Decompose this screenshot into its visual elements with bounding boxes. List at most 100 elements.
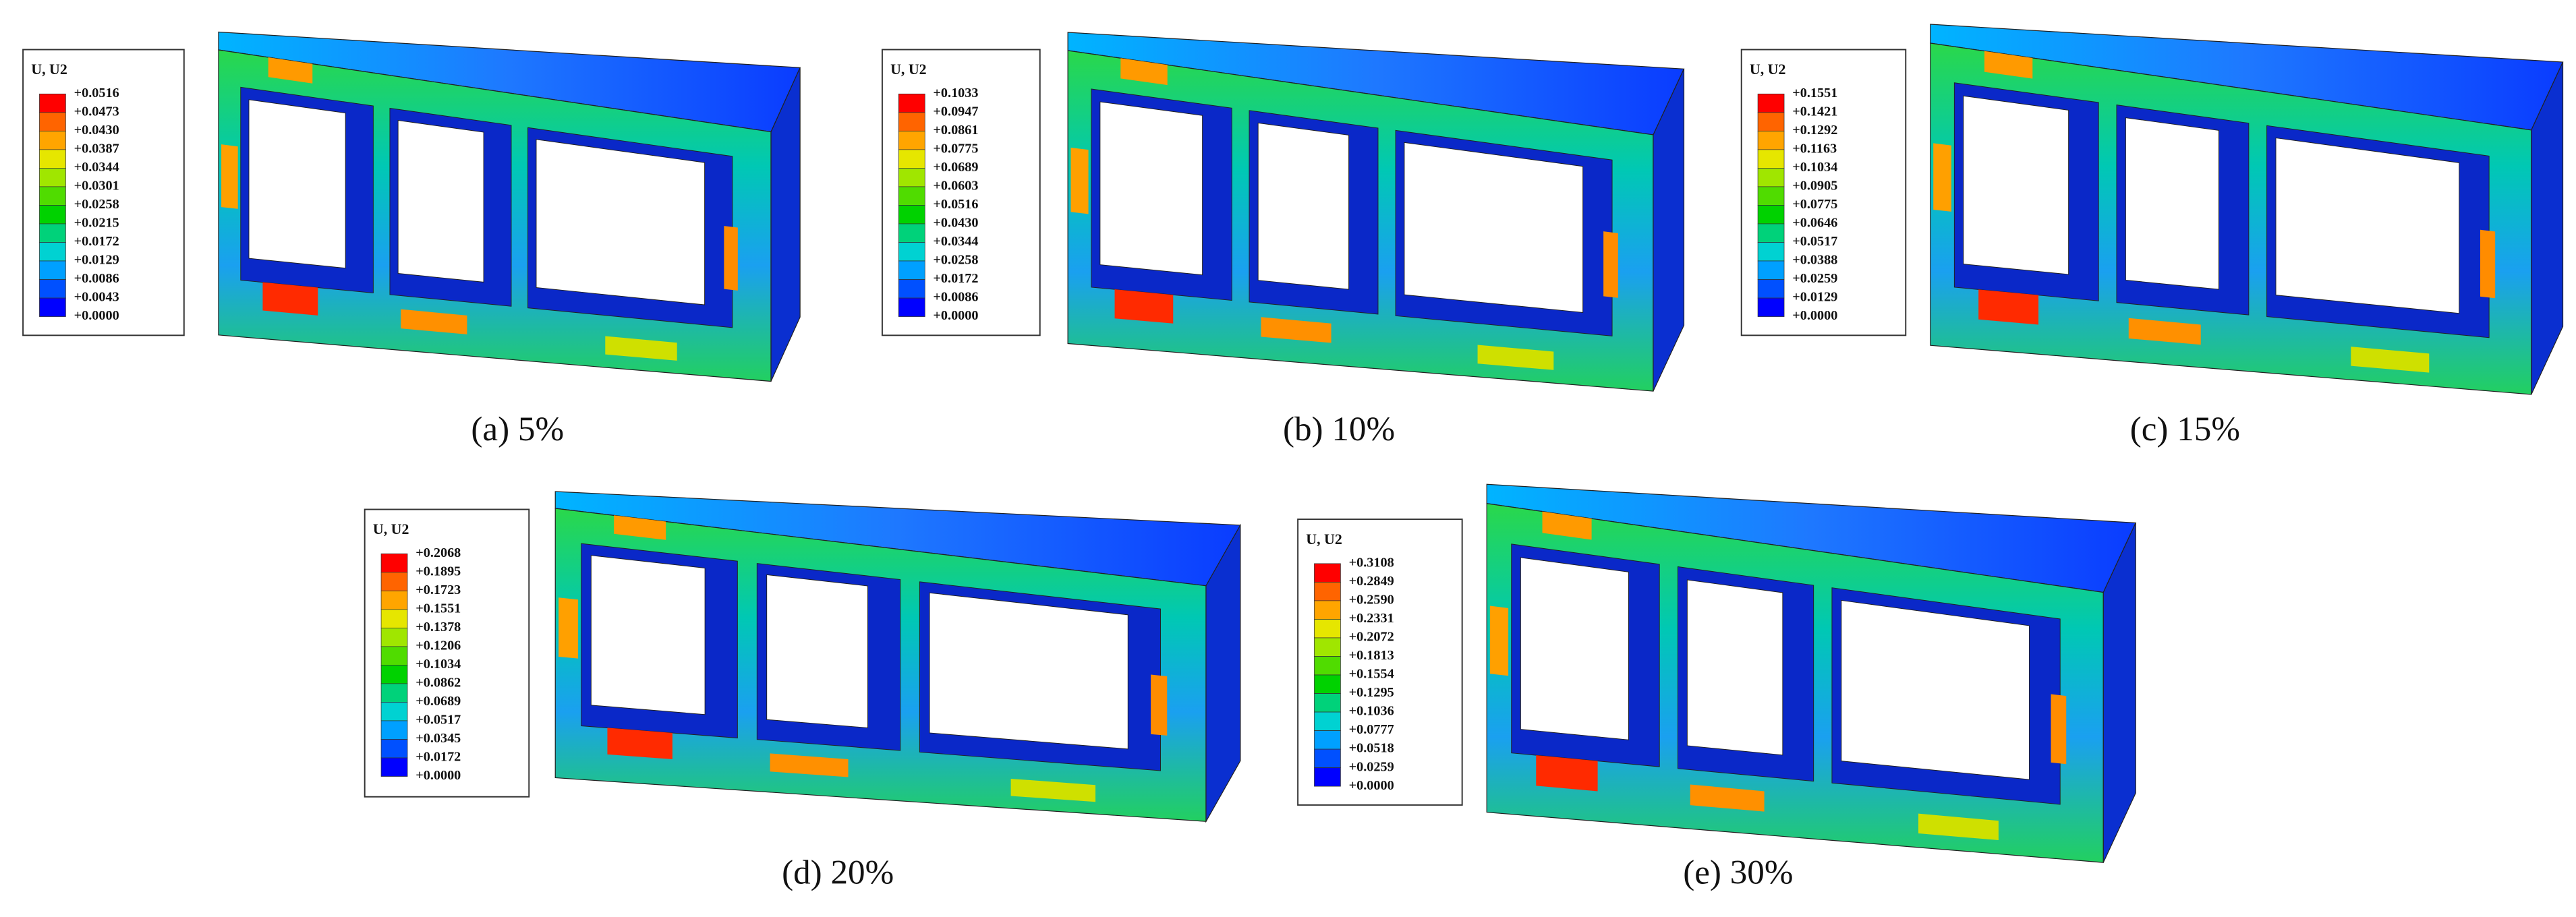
hot-spot [221,144,238,209]
legend-label: +0.0345 [416,731,461,746]
legend-label: +0.0646 [1792,216,1837,231]
opening [2125,117,2219,290]
legend-swatch [1314,637,1341,657]
legend-label: +0.0215 [74,216,119,231]
legend-swatch [1757,130,1785,150]
legend-label: +0.0947 [933,104,978,119]
legend-swatch [380,720,408,740]
side-face [770,67,801,382]
hot-spot [1690,784,1765,812]
legend-swatch [39,205,66,225]
caption: (e) 30% [1683,853,1793,891]
legend-label: +0.1034 [1792,160,1837,175]
caption: (d) 20% [782,853,894,891]
legend-swatch [898,279,925,299]
legend-label: +0.0861 [933,123,978,138]
panel: U, U2 +0.3108 +0.2849 +0.2590 +0.2331 +0.2072… [1297,483,2137,891]
hot-spot [1918,813,1999,841]
legend-swatch [39,168,66,187]
legend-swatch [39,242,66,262]
legend-label: +0.2849 [1349,574,1394,589]
legend-swatch [39,297,66,317]
legend-label: +0.0905 [1792,179,1837,194]
legend-swatch [1757,93,1785,113]
legend-swatch [1314,656,1341,676]
legend-swatch [1757,279,1785,299]
legend-label: +0.0086 [933,290,978,305]
legend-label: +0.0430 [74,123,119,138]
legend-swatch [1757,297,1785,317]
legend-label: +0.0689 [933,160,978,175]
legend-swatch [898,93,925,113]
legend-swatch [898,205,925,225]
legend-swatch [898,242,925,262]
hot-spot [1984,51,2033,79]
hot-spot [262,282,318,316]
legend-swatch [1314,767,1341,787]
hot-spot [1114,289,1174,324]
side-face [1205,523,1241,823]
panel: U, U2 +0.1551 +0.1421 +0.1292 +0.1163 +0.1034… [1740,24,2564,448]
legend-label: +0.1551 [1792,86,1837,100]
legend-label: +0.1163 [1792,142,1837,156]
legend-swatch [898,186,925,206]
legend-label: +0.0387 [74,142,119,156]
legend-title: U, U2 [31,61,67,78]
legend-swatch [39,279,66,299]
hot-spot [1261,317,1332,343]
legend-label: +0.0258 [74,197,119,212]
legend-label: +0.0259 [1349,759,1394,774]
legend-swatch [380,665,408,684]
legend-label: +0.1036 [1349,704,1394,719]
legend-swatch [1757,149,1785,169]
opening [590,555,706,715]
legend-swatch [1757,260,1785,280]
fea-model [218,31,801,382]
legend-swatch [380,739,408,759]
legend-label: +0.0129 [1792,290,1837,305]
opening [1257,122,1350,290]
legend-label: +0.1206 [416,639,461,653]
legend-title: U, U2 [373,521,409,537]
legend-swatch [898,112,925,131]
legend-label: +0.0517 [1792,234,1837,249]
legend-swatch [1314,582,1341,601]
side-face [1653,69,1685,392]
legend-label: +0.1295 [1349,685,1394,700]
legend-label: +0.0000 [416,768,461,783]
hot-spot [2128,318,2201,345]
legend-label: +0.1554 [1349,667,1394,682]
legend-label: +0.2072 [1349,630,1394,645]
legend-label: +0.1421 [1792,104,1837,119]
opening [397,119,484,283]
legend-label: +0.0000 [1792,308,1837,323]
legend-swatch [1314,674,1341,694]
legend-label: +0.1033 [933,86,978,100]
legend-swatch [380,572,408,591]
hot-spot [614,515,666,540]
side-face [2531,61,2564,395]
legend-label: +0.3108 [1349,556,1394,570]
legend-label: +0.0777 [1349,722,1394,737]
legend-swatch [898,260,925,280]
fea-model [554,491,1241,823]
legend-swatch [39,260,66,280]
legend-label: +0.0301 [74,179,119,194]
hot-spot [559,597,579,659]
legend-label: +0.1813 [1349,648,1394,663]
hot-spot [1603,231,1618,298]
fea-model [1486,483,2137,863]
legend-label: +0.0430 [933,216,978,231]
panel: U, U2 +0.2068 +0.1895 +0.1723 +0.1551 +0.1378… [364,491,1241,891]
legend-swatch [1314,600,1341,620]
legend-label: +0.0862 [416,676,461,690]
opening [766,574,868,728]
legend-swatch [1314,693,1341,713]
legend-swatch [898,223,925,243]
hot-spot [724,226,738,291]
legend-label: +0.2068 [416,545,461,560]
legend-label: +0.0518 [1349,741,1394,756]
legend-swatch [39,112,66,131]
hot-spot [1151,674,1168,736]
fea-model [1067,32,1685,392]
